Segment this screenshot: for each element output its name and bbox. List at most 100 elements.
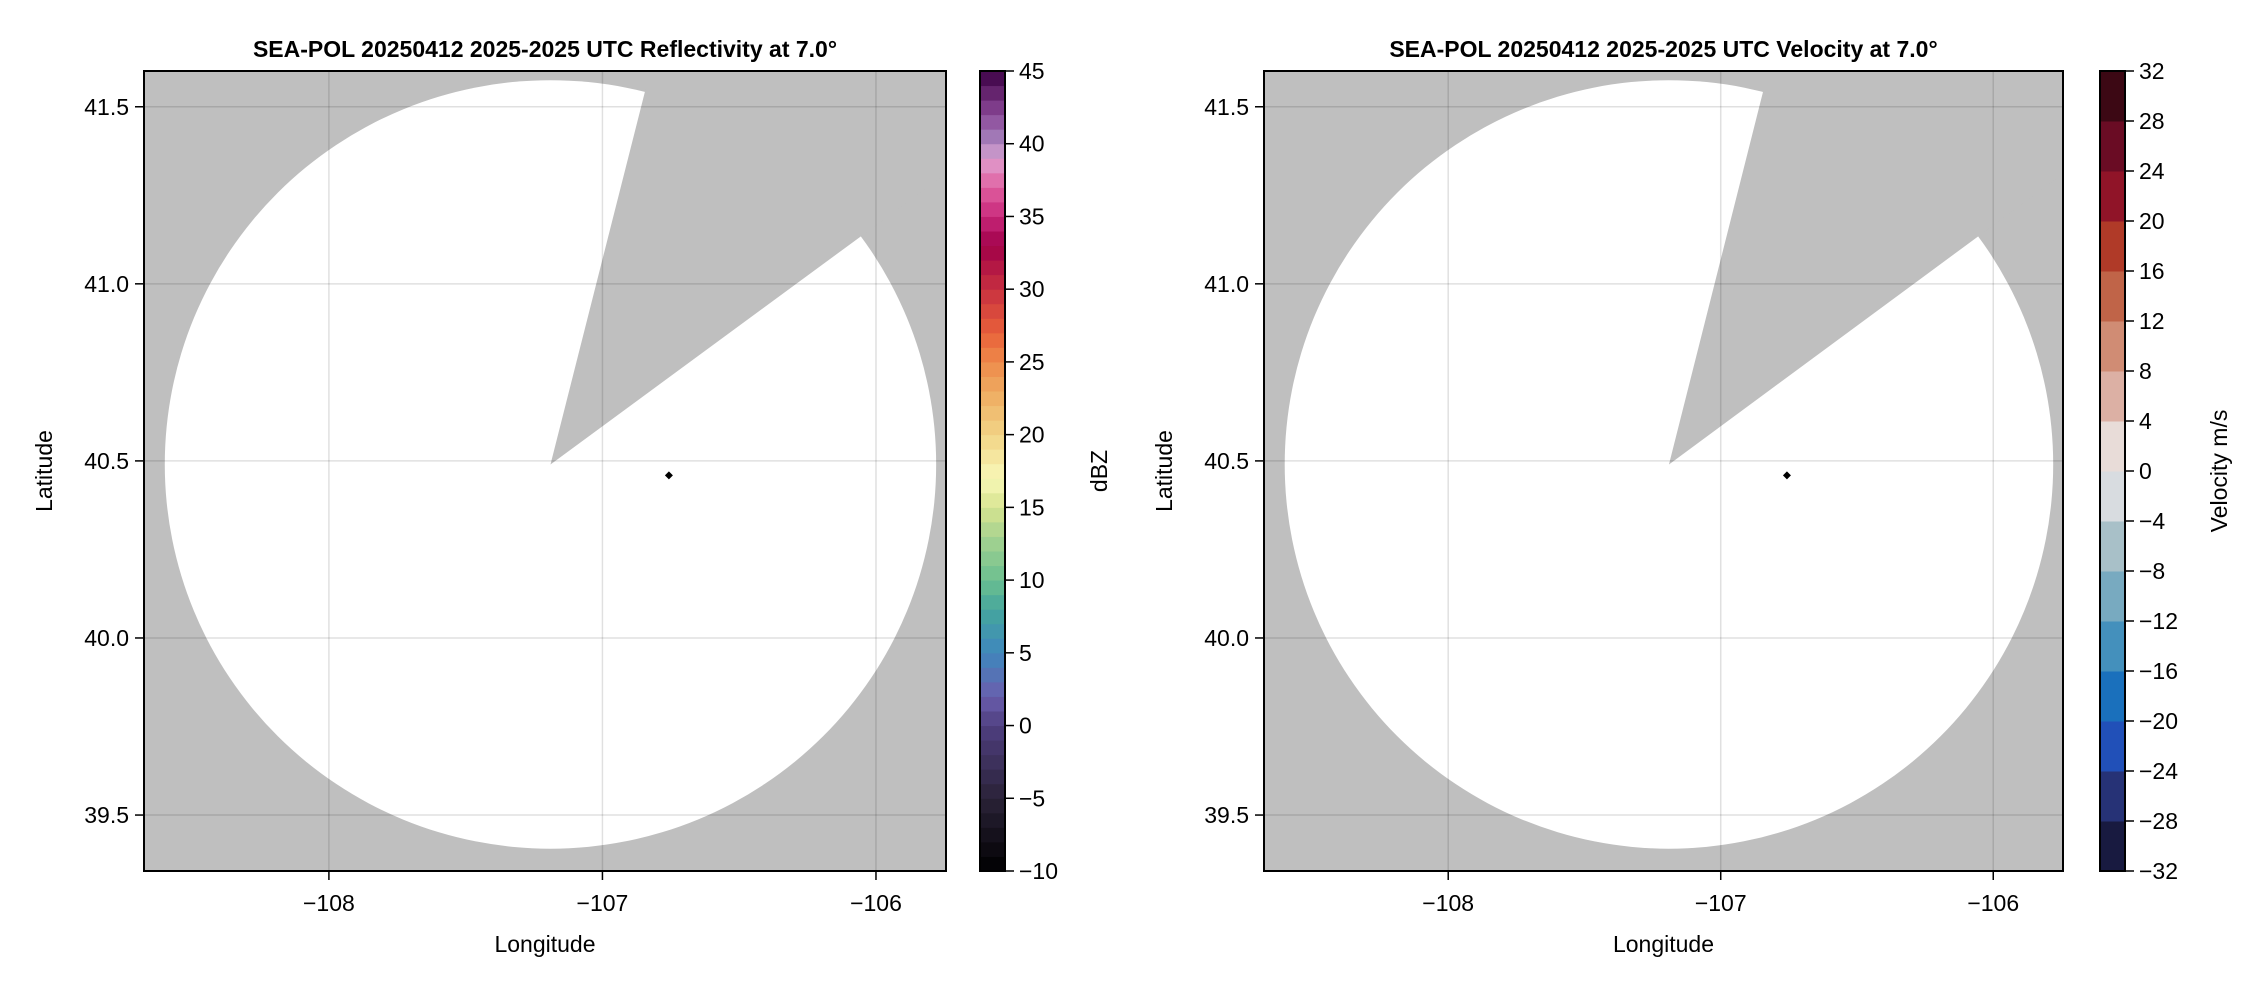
x-tick-label: −106	[1967, 890, 2019, 916]
colorbar-bin	[980, 419, 1005, 436]
colorbar-bin	[2100, 270, 2125, 322]
y-tick-label: 40.5	[1204, 448, 1249, 474]
colorbar-bin	[980, 463, 1005, 479]
colorbar-bin	[980, 477, 1005, 494]
colorbar-bin	[980, 143, 1005, 159]
colorbar-tick-label: 40	[1019, 131, 1045, 157]
colorbar-bin	[980, 405, 1005, 421]
colorbar-bin	[2100, 70, 2125, 122]
site-marker	[1782, 471, 1791, 480]
colorbar-tick-label: 10	[1019, 567, 1045, 593]
chart-title: SEA-POL 20250412 2025-2025 UTC Velocity …	[1389, 36, 1937, 62]
colorbar-bin	[980, 535, 1005, 552]
y-axis-label: Latitude	[1151, 430, 1177, 512]
colorbar-tick-label: 16	[2139, 258, 2165, 284]
colorbar-bin	[980, 375, 1005, 392]
colorbar-tick-label: 30	[1019, 276, 1045, 302]
colorbar-bin	[980, 346, 1005, 363]
colorbar-bin	[980, 390, 1005, 407]
colorbar-bin	[2100, 820, 2125, 872]
x-axis-label: Longitude	[1613, 931, 1714, 957]
colorbar-tick-label: −32	[2139, 858, 2178, 884]
colorbar-bin	[2100, 470, 2125, 522]
colorbar-tick-label: −10	[1019, 858, 1058, 884]
x-tick-label: −108	[1422, 890, 1474, 916]
colorbar-tick-label: −8	[2139, 558, 2165, 584]
x-tick-label: −107	[1695, 890, 1747, 916]
y-tick-label: 40.5	[84, 448, 129, 474]
colorbar-bin	[980, 521, 1005, 537]
colorbar-bin	[980, 114, 1005, 130]
colorbar-bin	[980, 288, 1005, 305]
colorbar-bin	[980, 754, 1005, 770]
colorbar-tick-label: −12	[2139, 608, 2178, 634]
y-tick-label: 41.5	[84, 94, 129, 120]
colorbar-bin	[980, 812, 1005, 828]
colorbar-tick-label: −20	[2139, 708, 2178, 734]
colorbar-bin	[980, 841, 1005, 857]
panel-reflectivity: −108 −107 −106 39.5 40.0 40.5 41.0 41.5 SEA-POL …	[31, 36, 1112, 957]
colorbar-label: Velocity m/s	[2206, 410, 2232, 533]
panel-velocity: −108 −107 −106 39.5 40.0 40.5 41.0 41.5 SEA-POL …	[1151, 36, 2232, 957]
colorbar-bin	[980, 565, 1005, 581]
colorbar-bin	[980, 725, 1005, 741]
colorbar-bin	[980, 70, 1005, 87]
colorbar: −32 −28 −24 −20 −16 −12 −8 −4 0 4 8 12 16 20 24 28 32 Vel…	[2099, 58, 2232, 884]
colorbar-tick-label: 24	[2139, 158, 2165, 184]
y-tick-label: 41.0	[1204, 271, 1249, 297]
y-tick-label: 39.5	[84, 802, 129, 828]
y-tick-label: 40.0	[84, 625, 129, 651]
x-tick-label: −108	[303, 890, 355, 916]
colorbar-bin	[980, 157, 1005, 174]
colorbar-tick-label: 12	[2139, 308, 2165, 334]
colorbar-bin	[980, 855, 1005, 872]
colorbar-bin	[980, 85, 1005, 101]
colorbar-bin	[980, 739, 1005, 756]
colorbar-bin	[980, 826, 1005, 843]
colorbar-bin	[2100, 570, 2125, 622]
colorbar-bin	[980, 695, 1005, 712]
colorbar-bin	[2100, 320, 2125, 372]
colorbar-bin	[980, 579, 1005, 596]
colorbar-bin	[2100, 170, 2125, 222]
colorbar-bin	[980, 259, 1005, 276]
colorbar-tick-label: 35	[1019, 203, 1045, 229]
x-axis-label: Longitude	[494, 931, 595, 957]
colorbar-bin	[980, 215, 1005, 232]
colorbar-bin	[980, 201, 1005, 217]
x-tick-label: −107	[577, 890, 629, 916]
colorbar-tick-label: −28	[2139, 808, 2178, 834]
x-tick-label: −106	[850, 890, 902, 916]
colorbar-bin	[980, 274, 1005, 290]
colorbar-bin	[2100, 420, 2125, 472]
colorbar-tick-label: 25	[1019, 349, 1045, 375]
colorbar-bin	[980, 245, 1005, 261]
colorbar-tick-label: 15	[1019, 494, 1045, 520]
colorbar-bin	[2100, 120, 2125, 172]
colorbar-bin	[2100, 520, 2125, 572]
colorbar-tick-label: 28	[2139, 108, 2165, 134]
chart-title: SEA-POL 20250412 2025-2025 UTC Reflectiv…	[253, 36, 837, 62]
colorbar-frame	[979, 70, 1006, 872]
axes-frame	[1263, 70, 2064, 872]
colorbar-tick-label: 45	[1019, 58, 1045, 84]
colorbar-bin	[980, 652, 1005, 668]
colorbar-tick-label: 20	[1019, 422, 1045, 448]
colorbar-bin	[980, 623, 1005, 639]
colorbar-tick-label: −4	[2139, 508, 2165, 534]
colorbar-bin	[980, 128, 1005, 145]
colorbar-bin	[980, 608, 1005, 625]
colorbar-bin	[980, 768, 1005, 785]
colorbar-bin	[980, 594, 1005, 610]
colorbar-bin	[2100, 370, 2125, 422]
colorbar-bin	[980, 797, 1005, 814]
axes-frame	[143, 70, 947, 872]
colorbar-bin	[980, 172, 1005, 188]
colorbar-bin	[980, 317, 1005, 334]
colorbar-bin	[980, 303, 1005, 319]
colorbar-tick-label: 4	[2139, 408, 2152, 434]
colorbar-bin	[2100, 720, 2125, 772]
colorbar-bin	[2100, 770, 2125, 822]
colorbar-bin	[2100, 220, 2125, 272]
